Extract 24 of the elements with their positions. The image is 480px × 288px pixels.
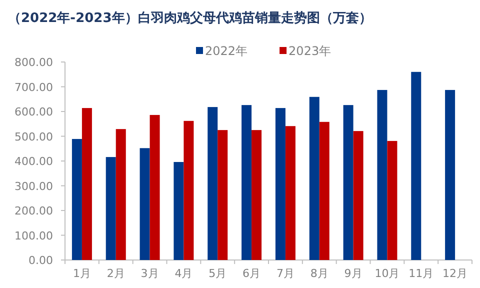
y-tick-label: 800.00 [14, 56, 53, 69]
x-tick-label: 1月 [72, 267, 91, 280]
x-tick-label: 10月 [374, 267, 400, 280]
x-tick-label: 5月 [208, 267, 227, 280]
y-tick-label: 700.00 [14, 80, 53, 94]
y-tick-label: 400.00 [14, 155, 53, 168]
title: （2022年-2023年）白羽肉鸡父母代鸡苗销量走势图（万套） [8, 11, 372, 26]
y-tick-label: 300.00 [14, 180, 53, 193]
x-tick-label: 2月 [106, 267, 125, 280]
y-tick-label: 0.00 [28, 254, 53, 267]
y-tick-label: 500.00 [14, 130, 53, 144]
y-tick-label: 600.00 [14, 106, 53, 118]
legend-label: 2023年 [288, 44, 332, 58]
x-tick-label: 8月 [310, 267, 328, 280]
x-tick-label: 11月 [408, 267, 434, 280]
x-tick-label: 4月 [174, 267, 193, 280]
x-tick-label: 3月 [140, 267, 159, 280]
x-tick-label: 9月 [344, 267, 362, 280]
x-tick-label: 6月 [242, 267, 261, 280]
y-tick-label: 200.00 [14, 204, 53, 218]
x-tick-label: 7月 [276, 267, 294, 280]
x-tick-label: 12月 [442, 267, 468, 280]
legend-label: 2022年 [205, 44, 248, 58]
y-tick-label: 100.00 [14, 229, 53, 242]
